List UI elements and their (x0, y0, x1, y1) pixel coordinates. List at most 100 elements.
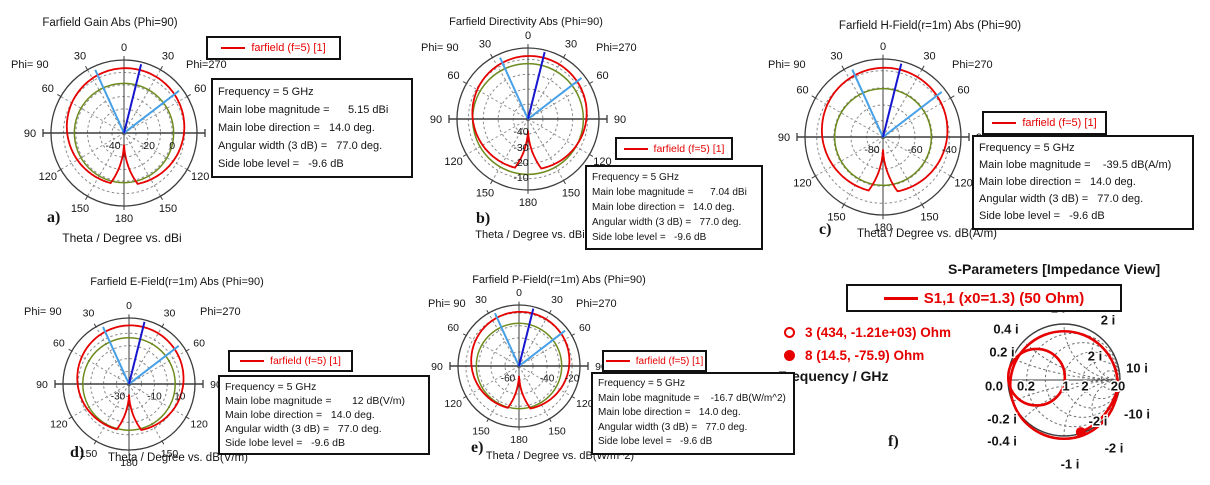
svg-text:90: 90 (430, 114, 442, 126)
svg-text:-40: -40 (513, 126, 528, 138)
svg-text:90: 90 (595, 361, 607, 373)
legend-box: farfield (f=5) [1] (602, 350, 707, 372)
svg-text:30: 30 (475, 294, 487, 306)
svg-text:60: 60 (53, 337, 65, 349)
legend-label: farfield (f=5) [1] (1022, 117, 1097, 129)
svg-text:90: 90 (36, 379, 48, 391)
open-circle-marker-icon (784, 327, 795, 338)
smith-open-marker (1112, 382, 1123, 393)
panel-caption: f) (888, 433, 899, 450)
info-frequency: Frequency = 5 GHz (592, 172, 679, 183)
svg-text:180: 180 (519, 197, 537, 209)
legend-box: farfield (f=5) [1] (206, 36, 341, 60)
info-main-lobe-magnitude: Main lobe magnitude = 5.15 dBi (218, 104, 389, 116)
svg-text:30: 30 (164, 308, 176, 320)
smith-axis-label: -1 i (1061, 456, 1080, 471)
legend-label: farfield (f=5) [1] (270, 355, 341, 367)
chart-title: Farfield H-Field(r=1m) Abs (Phi=90) (838, 20, 1022, 32)
panel-caption: c) (819, 221, 832, 238)
info-main-lobe-direction: Main lobe direction = 14.0 deg. (225, 409, 375, 421)
chart-title: Farfield E-Field(r=1m) Abs (Phi=90) (90, 276, 264, 288)
phi-right-label: Phi=270 (596, 42, 637, 54)
info-frequency: Frequency = 5 GHz (218, 86, 314, 98)
legend-line-sample (240, 360, 265, 362)
svg-text:0: 0 (121, 42, 127, 54)
svg-text:180: 180 (510, 434, 528, 446)
info-frequency: Frequency = 5 GHz (225, 381, 317, 393)
info-side-lobe-level: Side lobe level = -9.6 dB (598, 436, 713, 447)
svg-text:-30: -30 (513, 142, 528, 154)
svg-text:-60: -60 (501, 374, 516, 385)
polar-chart-d: 0 30 30 60 60 120 120 150 150 90 90 180 -30 -10 10 (36, 300, 222, 469)
panel-caption: d) (70, 444, 85, 461)
svg-text:60: 60 (42, 83, 54, 95)
phi-left-label: Phi= 90 (428, 298, 466, 310)
svg-text:60: 60 (957, 84, 969, 96)
info-side-lobe-level: Side lobe level = -9.6 dB (218, 158, 344, 170)
smith-axis-label: -2 i (1089, 413, 1108, 428)
marker-legend-filled: 8 (14.5, -75.9) Ohm (784, 348, 924, 363)
legend-box: farfield (f=5) [1] (228, 350, 353, 372)
smith-axis-label: 0.2 (1017, 378, 1035, 393)
svg-text:-20: -20 (513, 157, 528, 169)
svg-text:0: 0 (880, 41, 886, 53)
svg-text:0: 0 (525, 30, 531, 42)
svg-text:150: 150 (161, 448, 179, 460)
svg-text:60: 60 (194, 83, 206, 95)
svg-text:-40: -40 (105, 140, 120, 152)
svg-text:120: 120 (39, 171, 57, 183)
info-side-lobe-level: Side lobe level = -9.6 dB (225, 437, 345, 449)
info-angular-width: Angular width (3 dB) = 77.0 deg. (225, 423, 382, 435)
panel-caption: a) (47, 209, 61, 226)
marker-label: 8 (14.5, -75.9) Ohm (805, 348, 925, 363)
marker-legend-open: 3 (434, -1.21e+03) Ohm (784, 325, 951, 340)
legend-line-sample (221, 47, 246, 49)
info-box: Frequency = 5 GHz Main lobe magnitude = … (591, 372, 795, 455)
svg-text:150: 150 (80, 448, 98, 460)
legend-label: farfield (f=5) [1] (653, 142, 725, 155)
svg-text:150: 150 (472, 426, 490, 438)
info-main-lobe-magnitude: Main lobe magnitude = -16.7 dB(W/m^2) (598, 392, 786, 404)
phi-left-label: Phi= 90 (11, 59, 49, 71)
svg-text:150: 150 (476, 187, 494, 199)
smith-axis-label: 1 (1062, 378, 1069, 393)
svg-text:30: 30 (830, 50, 842, 62)
svg-text:120: 120 (191, 171, 209, 183)
svg-text:-60: -60 (907, 144, 922, 156)
info-angular-width: Angular width (3 dB) = 77.0 deg. (979, 193, 1144, 205)
info-main-lobe-direction: Main lobe direction = 14.0 deg. (592, 202, 735, 213)
axis-caption: Theta / Degree vs. dBi (475, 229, 585, 241)
svg-text:60: 60 (447, 322, 459, 334)
chart-title: Farfield Directivity Abs (Phi=90) (449, 16, 603, 28)
chart-title: Farfield Gain Abs (Phi=90) (42, 17, 178, 29)
svg-text:150: 150 (562, 187, 580, 199)
info-main-lobe-direction: Main lobe direction = 14.0 deg. (598, 407, 741, 418)
info-box: Frequency = 5 GHz Main lobe magnitude = … (972, 135, 1194, 230)
legend-line-sample (883, 296, 918, 300)
info-side-lobe-level: Side lobe level = -9.6 dB (979, 210, 1105, 222)
smith-axis-label: -10 i (1124, 406, 1150, 421)
info-main-lobe-magnitude: Main lobe magnitude = 12 dB(V/m) (225, 395, 406, 407)
smith-axis-label: 2 i (1088, 348, 1102, 363)
smith-axis-label: 0.4 i (993, 321, 1018, 336)
svg-text:120: 120 (576, 398, 594, 410)
legend-line-sample (992, 122, 1017, 124)
svg-text:-80: -80 (864, 144, 879, 156)
phi-right-label: Phi=270 (186, 59, 227, 71)
legend-line-sample (623, 147, 648, 150)
svg-text:120: 120 (50, 418, 68, 430)
svg-text:-20: -20 (565, 374, 580, 385)
info-side-lobe-level: Side lobe level = -9.6 dB (592, 232, 707, 243)
s11-legend-label: S1,1 (x0=1.3) (50 Ohm) (923, 289, 1085, 307)
polar-chart-e: 0 30 30 60 60 120 120 150 150 90 90 180 -60 -40 -20 (431, 287, 607, 446)
smith-axis-label: -0.2 i (987, 411, 1017, 426)
svg-text:90: 90 (614, 114, 626, 126)
svg-text:120: 120 (444, 156, 462, 168)
axis-caption: Theta / Degree vs. dB(A/m) (857, 228, 997, 240)
phi-left-label: Phi= 90 (421, 42, 459, 54)
svg-text:60: 60 (579, 322, 591, 334)
svg-text:180: 180 (120, 457, 138, 469)
x-axis-label: Frequency / GHz (778, 368, 889, 384)
info-main-lobe-direction: Main lobe direction = 14.0 deg. (218, 122, 375, 134)
